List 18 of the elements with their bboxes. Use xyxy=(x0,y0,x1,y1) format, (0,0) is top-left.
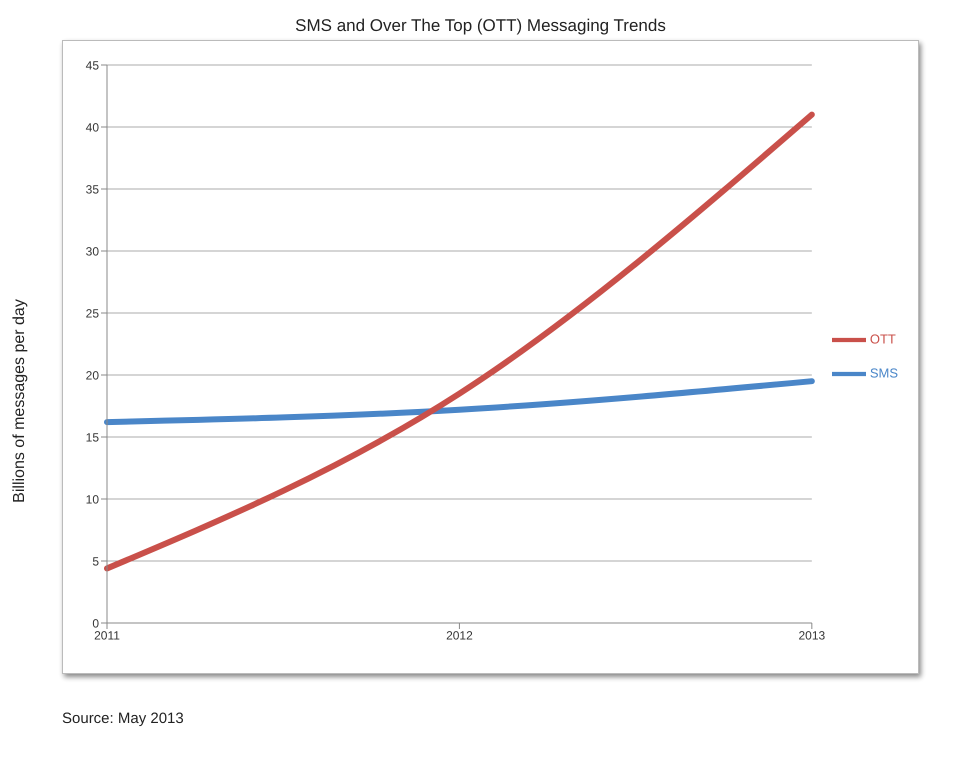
source-note: Source: May 2013 xyxy=(62,710,185,727)
legend-label: SMS xyxy=(870,365,898,380)
chart-title: SMS and Over The Top (OTT) Messaging Trends xyxy=(294,16,667,37)
x-tick-label: 2013 xyxy=(798,628,826,643)
y-tick-label: 30 xyxy=(86,244,100,258)
y-tick-label: 35 xyxy=(86,182,100,196)
y-tick-label: 25 xyxy=(86,306,100,320)
y-tick-label: 5 xyxy=(92,554,100,568)
y-tick-label: 10 xyxy=(86,492,100,506)
y-tick-label: 0 xyxy=(92,616,100,630)
y-tick-label: 20 xyxy=(86,368,100,382)
y-axis-title: Billions of messages per day xyxy=(11,299,29,503)
y-tick-label: 15 xyxy=(86,430,100,444)
legend-label: OTT xyxy=(870,331,896,346)
x-tick-label: 2012 xyxy=(446,628,474,643)
y-tick-label: 40 xyxy=(86,120,100,134)
x-tick-label: 2011 xyxy=(94,628,120,643)
y-tick-label: 45 xyxy=(86,58,100,72)
